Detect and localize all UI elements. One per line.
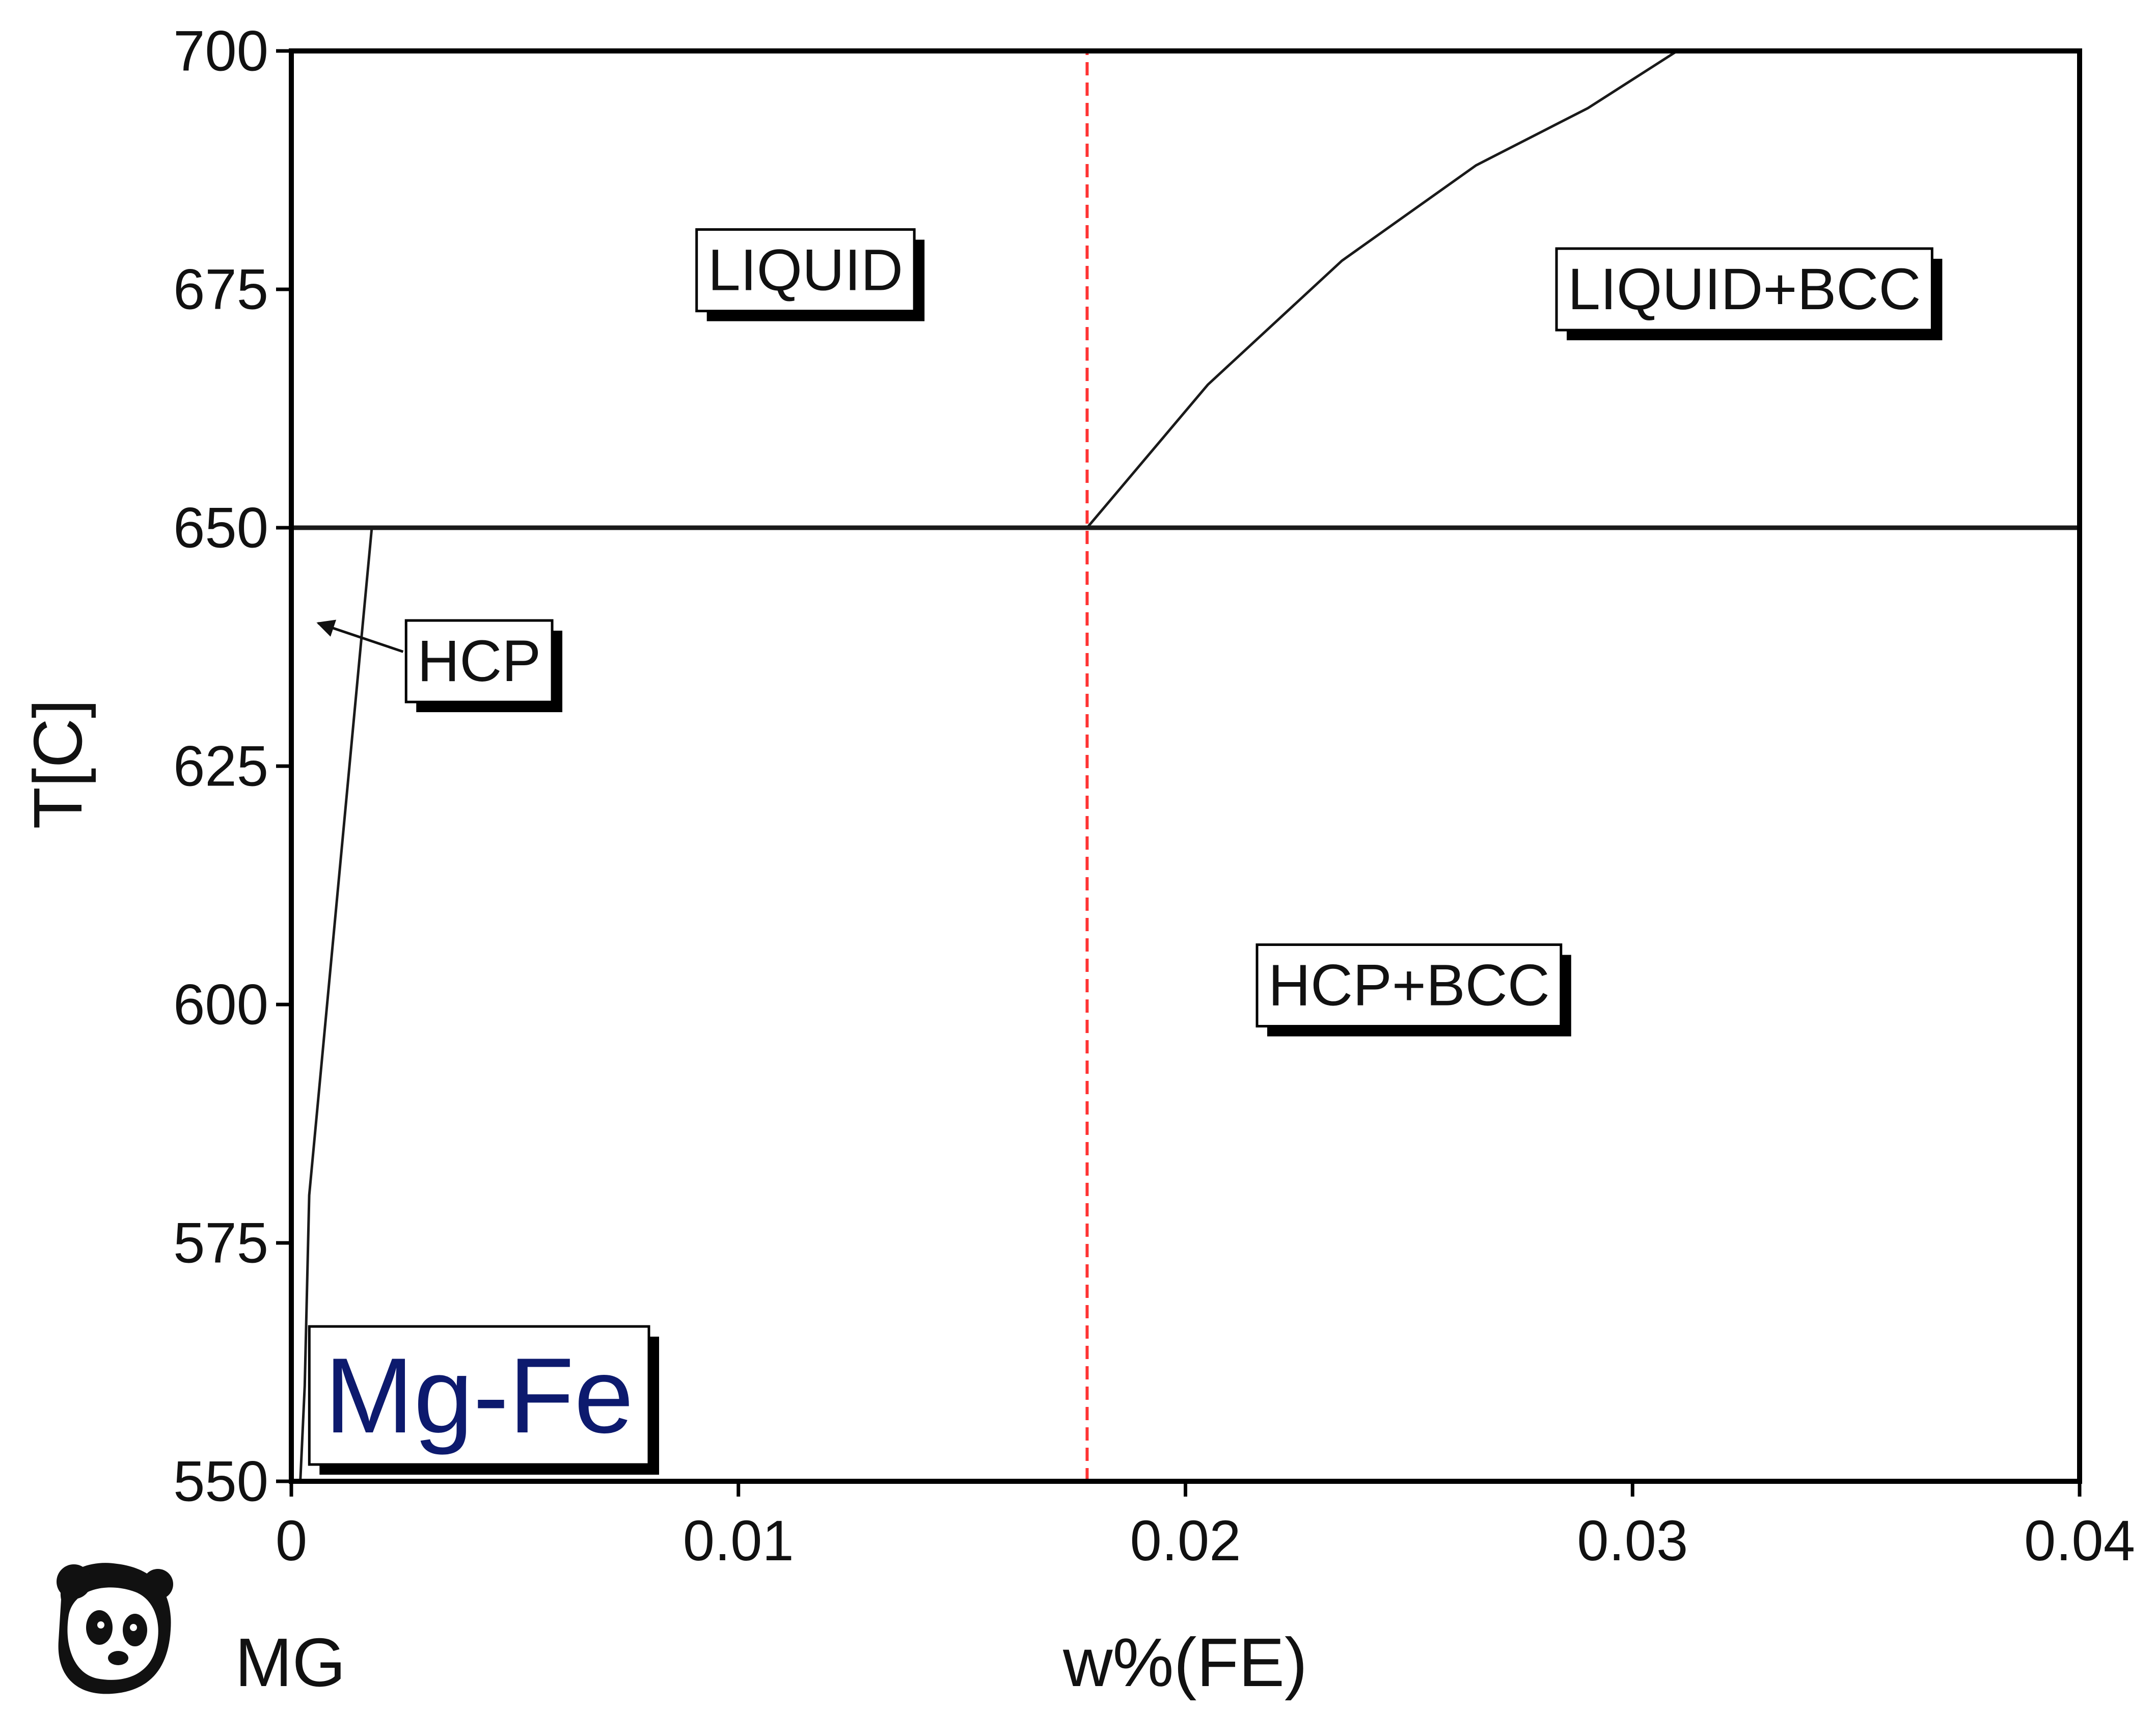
x-tick-label: 0 — [276, 1509, 307, 1572]
phase-label: HCP+BCC — [1268, 953, 1550, 1018]
phase-label: HCP — [417, 629, 541, 694]
panda-icon — [57, 1563, 173, 1694]
y-tick-label: 575 — [173, 1211, 268, 1275]
y-tick-label: 625 — [173, 735, 268, 798]
phase-label: LIQUID — [708, 238, 903, 303]
phase-boundary-2 — [1086, 49, 1678, 529]
hcp-arrow — [316, 619, 404, 653]
y-tick-label: 600 — [173, 973, 268, 1037]
phase-label-box: HCP+BCC — [1256, 943, 1571, 1037]
label-border — [695, 228, 916, 313]
phase-label-box: LIQUID+BCC — [1555, 247, 1943, 340]
series-layer — [291, 49, 2080, 1482]
label-border — [404, 619, 554, 703]
phase-label: LIQUID+BCC — [1568, 257, 1921, 322]
x-axis-label: w%(FE) — [1062, 1624, 1307, 1701]
phase-label-box: LIQUID — [695, 228, 925, 321]
label-border — [1256, 943, 1563, 1028]
label-border — [308, 1325, 650, 1466]
label-border — [1555, 247, 1933, 332]
element-label: MG — [235, 1624, 345, 1701]
diagram-title-label: Mg-Fe — [324, 1336, 634, 1455]
tick-layer: 0 0.01 0.02 0.03 0.04 550 575 600 625 650 675 700 — [173, 19, 2135, 1573]
x-tick-label: 0.03 — [1577, 1509, 1688, 1572]
x-tick-label: 0.02 — [1130, 1509, 1241, 1572]
y-tick-label: 675 — [173, 258, 268, 321]
x-tick-label: 0.04 — [2024, 1509, 2135, 1572]
y-tick-label: 700 — [173, 19, 268, 83]
annotation-layer: LIQUID LIQUID+BCC HCP HCP+BCC Mg-Fe — [308, 228, 1943, 1475]
y-axis-label: T[C] — [19, 699, 96, 829]
y-tick-label: 650 — [173, 496, 268, 560]
x-tick-label: 0.01 — [683, 1509, 794, 1572]
phase-label-box: HCP — [404, 619, 563, 713]
phase-boundary-1 — [299, 527, 373, 1482]
phase-label-box: Mg-Fe — [308, 1325, 660, 1475]
y-tick-label: 550 — [173, 1450, 268, 1513]
